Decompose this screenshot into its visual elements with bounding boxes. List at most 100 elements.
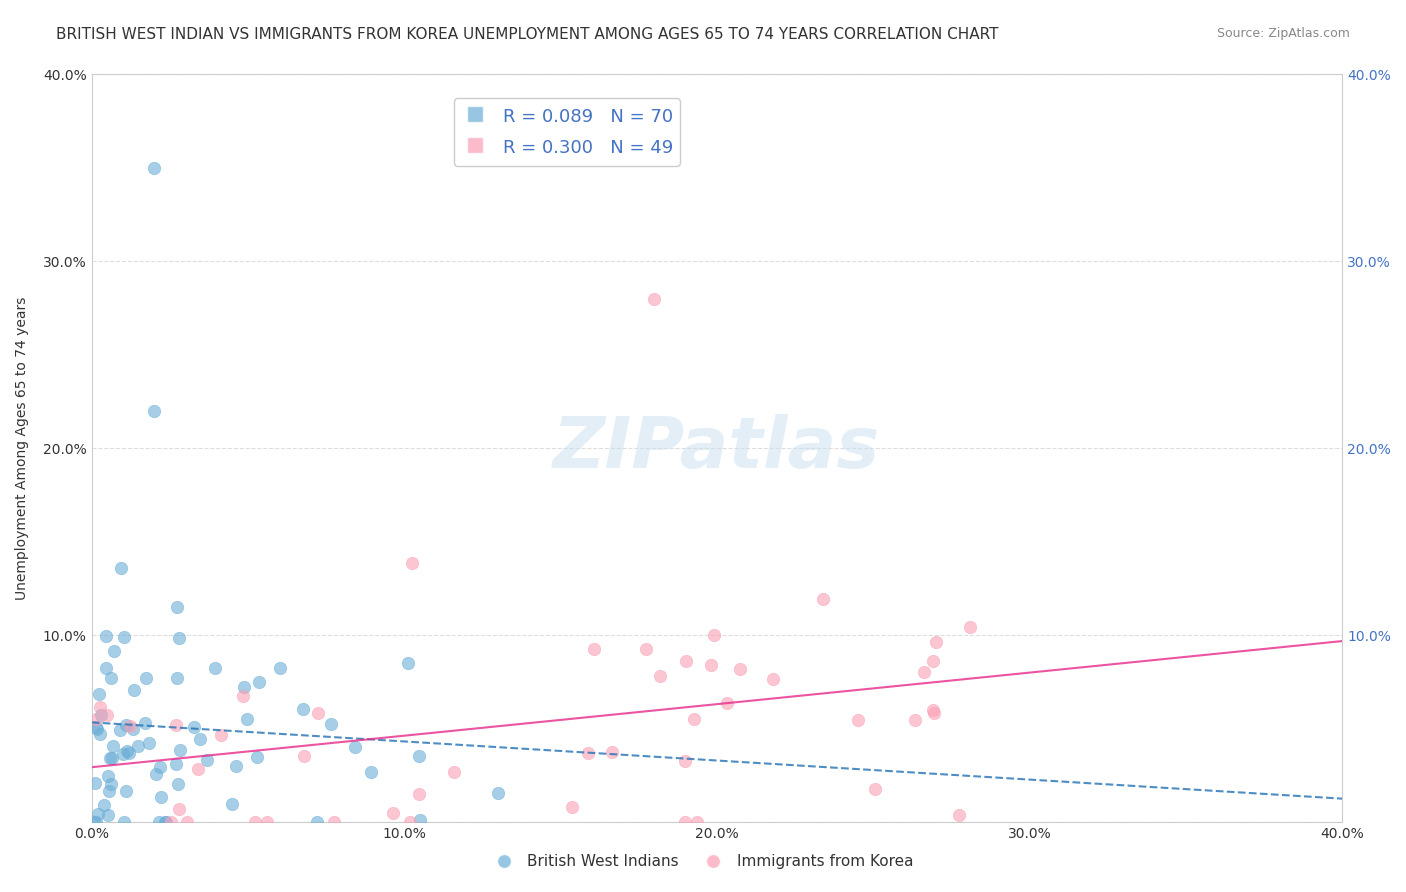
Point — [703, 628, 725, 642]
Point — [243, 815, 266, 830]
Point — [903, 714, 925, 728]
Point — [360, 764, 382, 779]
Point — [86, 722, 108, 736]
Point — [143, 404, 166, 418]
Point — [96, 708, 118, 723]
Point — [761, 672, 783, 686]
Point — [578, 746, 600, 760]
Point — [117, 746, 139, 760]
Point — [811, 592, 834, 607]
Point — [84, 776, 107, 790]
Point — [87, 687, 110, 701]
Point — [602, 745, 624, 759]
Point — [115, 744, 138, 758]
Point — [673, 815, 696, 830]
Point — [118, 719, 141, 733]
Point — [204, 661, 226, 675]
Point — [111, 747, 134, 762]
Point — [112, 630, 135, 644]
Point — [924, 706, 946, 720]
Point — [84, 720, 107, 734]
Point — [135, 671, 157, 685]
Point — [145, 767, 167, 781]
Point — [650, 669, 672, 683]
Point — [103, 644, 125, 658]
Point — [948, 808, 970, 822]
Point — [155, 815, 177, 830]
Point — [149, 759, 172, 773]
Point — [93, 798, 115, 813]
Point — [169, 743, 191, 757]
Point — [86, 712, 108, 726]
Point — [486, 786, 509, 800]
Point — [643, 292, 665, 306]
Point — [166, 672, 188, 686]
Point — [100, 777, 122, 791]
Point — [100, 671, 122, 685]
Point — [166, 600, 188, 615]
Point — [863, 782, 886, 797]
Point — [124, 682, 146, 697]
Point — [675, 654, 697, 668]
Point — [90, 708, 112, 723]
Point — [195, 753, 218, 767]
Point — [153, 815, 176, 830]
Point — [114, 784, 136, 798]
Point — [87, 806, 110, 821]
Point — [409, 813, 432, 827]
Point — [83, 815, 105, 830]
Point — [166, 776, 188, 790]
Point — [398, 815, 420, 830]
Point — [408, 749, 430, 764]
Point — [319, 717, 342, 731]
Point — [101, 751, 124, 765]
Point — [143, 161, 166, 175]
Point — [94, 629, 117, 643]
Point — [634, 641, 657, 656]
Point — [246, 749, 269, 764]
Point — [150, 790, 173, 805]
Point — [291, 702, 314, 716]
Point — [699, 657, 721, 672]
Point — [583, 642, 606, 657]
Point — [408, 787, 430, 801]
Point — [682, 712, 704, 726]
Point — [169, 631, 191, 645]
Point — [292, 749, 315, 764]
Text: BRITISH WEST INDIAN VS IMMIGRANTS FROM KOREA UNEMPLOYMENT AMONG AGES 65 TO 74 YE: BRITISH WEST INDIAN VS IMMIGRANTS FROM K… — [56, 27, 998, 42]
Point — [100, 751, 122, 765]
Point — [187, 762, 209, 776]
Point — [96, 769, 118, 783]
Point — [98, 784, 121, 798]
Point — [165, 717, 187, 731]
Point — [269, 661, 291, 675]
Point — [114, 717, 136, 731]
Point — [912, 665, 935, 680]
Point — [686, 815, 709, 830]
Point — [89, 700, 111, 714]
Point — [183, 720, 205, 734]
Point — [108, 723, 131, 737]
Point — [112, 815, 135, 830]
Text: Source: ZipAtlas.com: Source: ZipAtlas.com — [1216, 27, 1350, 40]
Point — [84, 815, 107, 830]
Point — [381, 806, 404, 821]
Point — [101, 739, 124, 753]
Point — [232, 680, 254, 694]
Point — [846, 713, 869, 727]
Point — [96, 808, 118, 822]
Point — [232, 689, 254, 703]
Point — [122, 722, 145, 736]
Point — [225, 759, 247, 773]
Legend: British West Indians, Immigrants from Korea: British West Indians, Immigrants from Ko… — [486, 848, 920, 875]
Point — [925, 634, 948, 648]
Point — [110, 561, 132, 575]
Point — [308, 706, 330, 720]
Point — [959, 620, 981, 634]
Point — [176, 815, 198, 830]
Y-axis label: Unemployment Among Ages 65 to 74 years: Unemployment Among Ages 65 to 74 years — [15, 296, 30, 600]
Point — [159, 815, 181, 830]
Point — [396, 657, 419, 671]
Point — [343, 740, 366, 755]
Point — [188, 732, 211, 747]
